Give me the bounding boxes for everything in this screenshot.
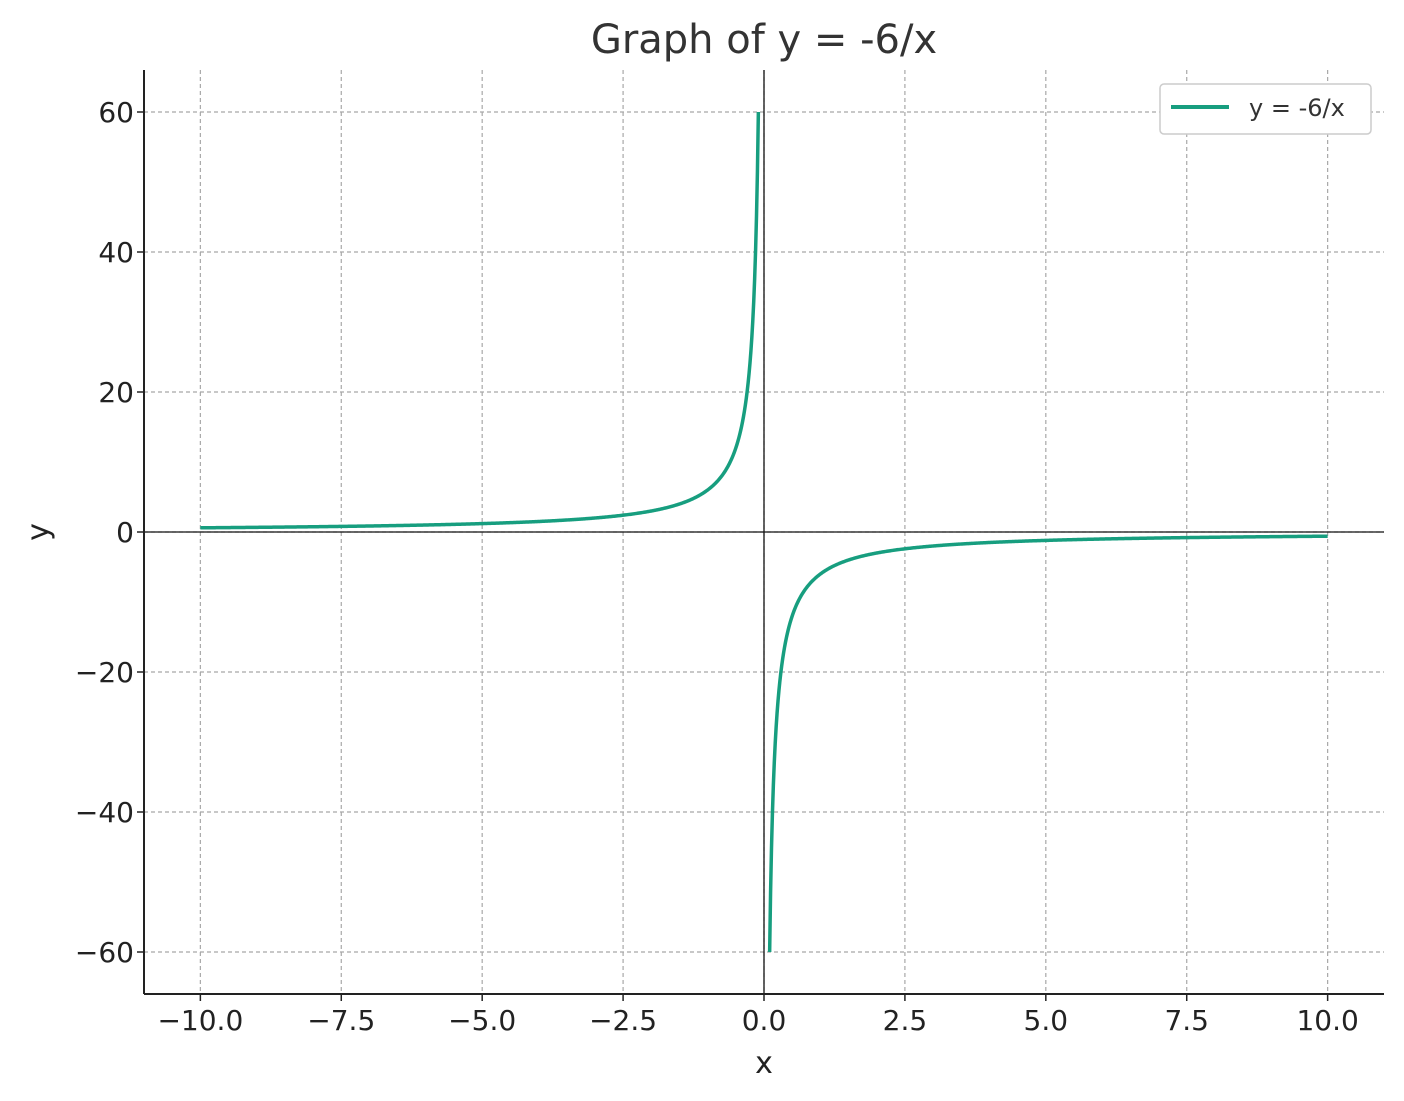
series-layer (199, 111, 1329, 953)
x-ticks: −10.0 −7.5 −5.0 −2.5 0.0 2.5 5.0 7.5 10.0 (157, 994, 1359, 1037)
y-tick-label: −40 (75, 796, 134, 829)
x-axis-label: x (755, 1046, 773, 1081)
y-tick-label: 60 (98, 96, 134, 129)
series-line-segment (767, 534, 1329, 953)
zero-lines (144, 70, 1384, 994)
y-tick-label: 0 (116, 516, 134, 549)
legend: y = -6/x (1159, 83, 1372, 135)
x-tick-label: −5.0 (448, 1004, 516, 1037)
y-axis-label: y (21, 523, 56, 541)
x-tick-label: 7.5 (1164, 1004, 1209, 1037)
y-tick-label: 20 (98, 376, 134, 409)
y-tick-label: −20 (75, 656, 134, 689)
y-ticks: 60 40 20 0 −20 −40 −60 (75, 96, 144, 969)
x-tick-label: −2.5 (589, 1004, 657, 1037)
y-tick-label: 40 (98, 236, 134, 269)
x-tick-label: −10.0 (157, 1004, 243, 1037)
x-tick-label: 10.0 (1296, 1004, 1358, 1037)
x-tick-label: −7.5 (307, 1004, 375, 1037)
x-tick-label: 0.0 (742, 1004, 787, 1037)
chart-title: Graph of y = -6/x (591, 17, 937, 63)
legend-box (1159, 83, 1372, 135)
series-line-segment (199, 111, 761, 530)
y-tick-label: −60 (75, 936, 134, 969)
legend-label: y = -6/x (1249, 94, 1345, 122)
x-tick-label: 2.5 (883, 1004, 928, 1037)
x-tick-label: 5.0 (1024, 1004, 1069, 1037)
